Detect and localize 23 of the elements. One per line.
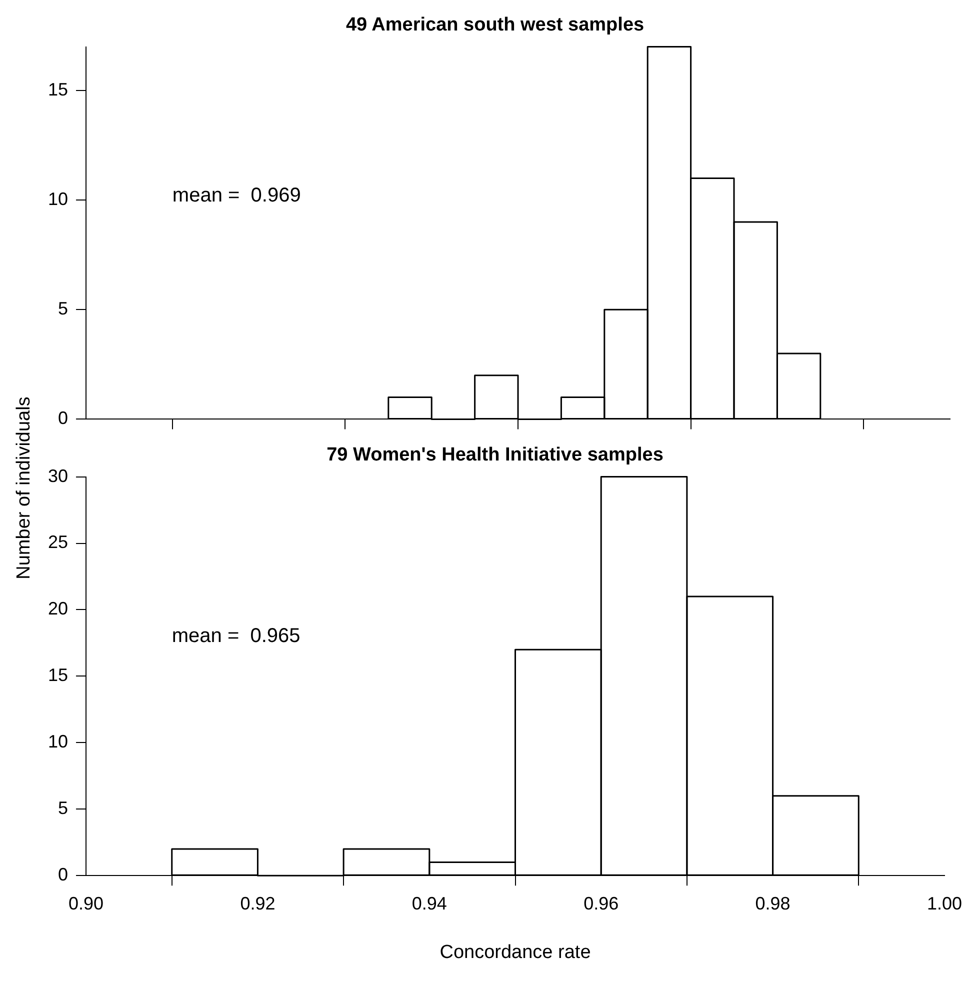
x-tick-label: 0.90 bbox=[68, 893, 104, 914]
chart-title: 49 American south west samples bbox=[346, 14, 644, 36]
y-tick-label: 20 bbox=[48, 598, 68, 619]
x-tick-label: 1.00 bbox=[926, 893, 962, 914]
y-tick-label: 0 bbox=[58, 864, 68, 885]
y-tick-label: 10 bbox=[48, 189, 68, 210]
y-tick-label: 0 bbox=[58, 408, 68, 428]
x-tick-label: 0.96 bbox=[584, 893, 619, 914]
y-tick-label: 5 bbox=[58, 298, 68, 319]
y-axis-title: Number of individuals bbox=[13, 396, 35, 580]
x-axis-title: Concordance rate bbox=[440, 942, 591, 963]
y-tick-label: 10 bbox=[48, 732, 68, 752]
y-tick-label: 15 bbox=[48, 665, 68, 686]
annotation: mean = 0.969 bbox=[172, 184, 301, 206]
y-tick-label: 5 bbox=[58, 798, 68, 818]
x-tick-label: 0.92 bbox=[240, 893, 276, 914]
y-tick-label: 25 bbox=[48, 532, 68, 552]
y-tick-label: 30 bbox=[48, 466, 68, 486]
x-tick-label: 0.94 bbox=[412, 893, 447, 914]
x-tick-label: 0.98 bbox=[755, 893, 790, 914]
annotation: mean = 0.965 bbox=[172, 624, 300, 647]
chart-title: 79 Women's Health Initiative samples bbox=[326, 444, 664, 466]
y-tick-label: 15 bbox=[48, 80, 68, 100]
